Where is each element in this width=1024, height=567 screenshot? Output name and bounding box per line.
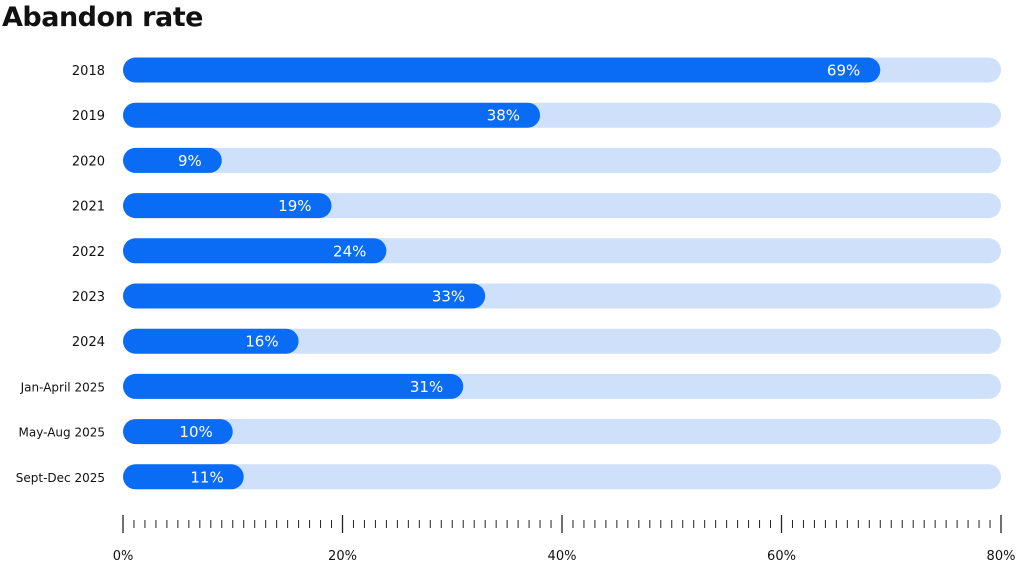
bar xyxy=(123,283,486,309)
bar-track xyxy=(123,147,1001,173)
bar xyxy=(123,147,222,173)
bar-value-label: 9% xyxy=(178,152,202,170)
bar xyxy=(123,57,881,83)
category-label: 2024 xyxy=(72,335,105,350)
category-label: 2018 xyxy=(72,64,105,79)
bar-value-label: 69% xyxy=(827,62,860,80)
bar-track xyxy=(123,193,1001,219)
category-label: Sept-Dec 2025 xyxy=(16,471,105,485)
x-tick-label: 40% xyxy=(548,549,577,564)
bar xyxy=(123,464,244,490)
x-tick-label: 80% xyxy=(987,549,1016,564)
bar xyxy=(123,419,233,445)
bar-value-label: 11% xyxy=(190,468,223,486)
category-label: 2019 xyxy=(72,109,105,124)
bar xyxy=(123,193,332,219)
category-label: 2022 xyxy=(72,245,105,260)
bar-value-label: 31% xyxy=(410,378,443,396)
bar-value-label: 24% xyxy=(333,242,366,260)
category-label: Jan-April 2025 xyxy=(20,380,105,394)
bar-value-label: 10% xyxy=(179,423,212,441)
category-label: May-Aug 2025 xyxy=(19,426,105,440)
bar-track xyxy=(123,328,1001,354)
bar-track xyxy=(123,419,1001,445)
x-tick-label: 20% xyxy=(328,549,357,564)
category-label: 2020 xyxy=(72,154,105,169)
x-tick-label: 60% xyxy=(767,549,796,564)
category-label: 2021 xyxy=(72,200,105,215)
bar-value-label: 38% xyxy=(487,107,520,125)
bar-value-label: 33% xyxy=(432,288,465,306)
category-label: 2023 xyxy=(72,290,105,305)
bar-track xyxy=(123,464,1001,490)
bar xyxy=(123,373,464,399)
bar xyxy=(123,102,541,128)
chart-title: Abandon rate xyxy=(2,2,203,33)
x-tick-label: 0% xyxy=(113,549,134,564)
bar xyxy=(123,238,387,264)
bar-value-label: 16% xyxy=(245,333,278,351)
bar xyxy=(123,328,299,354)
bar-value-label: 19% xyxy=(278,197,311,215)
